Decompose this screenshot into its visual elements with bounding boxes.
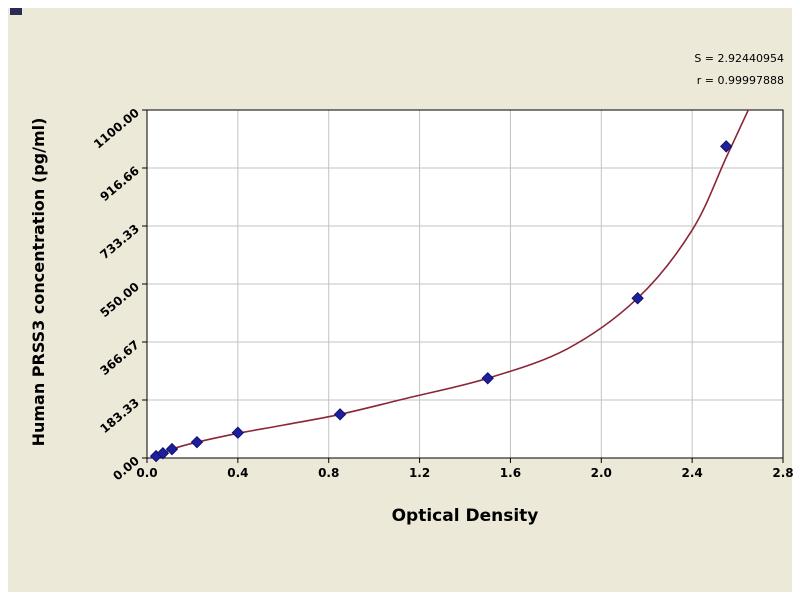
- x-tick-label: 2.4: [682, 466, 703, 480]
- x-tick-label: 0.4: [227, 466, 248, 480]
- x-tick-label: 0.0: [136, 466, 157, 480]
- y-tick-label: 1100.00: [91, 106, 142, 152]
- y-tick-label: 733.33: [97, 222, 141, 262]
- x-tick-label: 0.8: [318, 466, 339, 480]
- y-axis-title: Human PRSS3 concentration (pg/ml): [29, 117, 48, 447]
- x-tick-label: 2.8: [772, 466, 793, 480]
- fit-correlation-value: r = 0.99997888: [696, 74, 784, 87]
- x-tick-label: 1.2: [409, 466, 430, 480]
- data-point-marker: [481, 372, 494, 385]
- x-tick-label: 1.6: [500, 466, 521, 480]
- data-point-marker: [333, 408, 347, 421]
- y-tick-label: 183.33: [97, 396, 141, 436]
- data-point-marker: [190, 435, 204, 449]
- data-point-marker: [631, 292, 644, 305]
- y-tick-label: 550.00: [97, 280, 141, 320]
- y-tick-label: 366.67: [97, 338, 141, 378]
- fit-standard-error-value: S = 2.92440954: [694, 52, 784, 65]
- data-point-marker: [720, 140, 733, 153]
- corner-mark: [10, 8, 22, 15]
- data-point-marker: [156, 447, 170, 460]
- y-tick-label: 916.66: [97, 164, 141, 204]
- x-axis-title: Optical Density: [391, 506, 539, 526]
- x-tick-label: 2.0: [591, 466, 612, 480]
- fit-curve: [151, 110, 750, 458]
- data-point-marker: [165, 442, 179, 456]
- data-point-marker: [231, 426, 245, 439]
